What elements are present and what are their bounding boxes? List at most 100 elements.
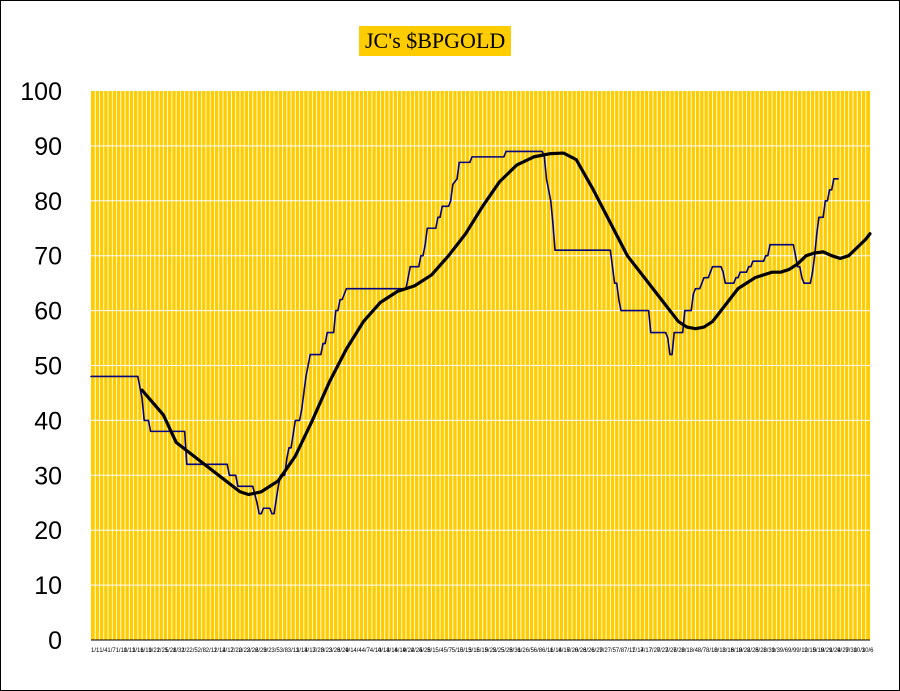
x-tick-label: 10/6 xyxy=(862,648,874,654)
x-tick-label: 4/19 xyxy=(394,648,406,654)
x-tick-label: 2/8 xyxy=(198,648,207,654)
y-tick-label: 60 xyxy=(34,298,62,326)
series-bpgold-line xyxy=(90,150,839,515)
x-tick-label: 1/7 xyxy=(107,648,116,654)
x-tick-label: 1/31 xyxy=(173,648,185,654)
y-tick-label: 20 xyxy=(34,517,62,545)
y-tick-label: 100 xyxy=(20,78,62,106)
x-tick-label: 3/20 xyxy=(312,648,324,654)
x-tick-label: 9/21 xyxy=(821,648,833,654)
y-tick-label: 80 xyxy=(34,188,62,216)
x-tick-label: 2/5 xyxy=(189,648,198,654)
x-tick-label: 10/3 xyxy=(854,648,866,654)
x-tick-label: 7/23 xyxy=(657,648,669,654)
x-tick-label: 3/23 xyxy=(321,648,333,654)
x-tick-label: 5/1 xyxy=(427,648,436,654)
x-tick-label: 8/19 xyxy=(731,648,743,654)
x-tick-label: 6/29 xyxy=(591,648,603,654)
x-tick-label: 4/13 xyxy=(378,648,390,654)
x-tick-label: 1/1 xyxy=(91,648,100,654)
x-tick-label: 1/13 xyxy=(124,648,136,654)
x-tick-label: 3/17 xyxy=(304,648,316,654)
x-tick-label: 4/1 xyxy=(345,648,354,654)
x-tick-label: 8/7 xyxy=(698,648,707,654)
x-tick-label: 1/4 xyxy=(99,648,108,654)
x-tick-label: 2/20 xyxy=(230,648,242,654)
x-tick-label: 5/31 xyxy=(509,648,521,654)
x-tick-label: 6/23 xyxy=(575,648,587,654)
x-tick-label: 5/10 xyxy=(452,648,464,654)
x-tick-label: 9/9 xyxy=(788,648,797,654)
x-tick-label: 5/4 xyxy=(435,648,444,654)
x-tick-label: 8/22 xyxy=(739,648,751,654)
y-tick-label: 30 xyxy=(34,462,62,490)
x-tick-label: 1/10 xyxy=(116,648,128,654)
x-tick-label: 8/4 xyxy=(690,648,699,654)
x-tick-label: 9/3 xyxy=(772,648,781,654)
x-tick-label: 7/29 xyxy=(673,648,685,654)
x-tick-label: 6/11 xyxy=(542,648,554,654)
x-tick-label: 2/17 xyxy=(222,648,234,654)
x-tick-label: 2/26 xyxy=(247,648,259,654)
x-tick-label: 7/5 xyxy=(608,648,617,654)
x-tick-label: 7/17 xyxy=(640,648,652,654)
x-tick-label: 3/8 xyxy=(280,648,289,654)
x-tick-label: 9/18 xyxy=(813,648,825,654)
x-tick-label: 2/11 xyxy=(206,648,218,654)
x-tick-label: 1/16 xyxy=(132,648,144,654)
x-tick-label: 4/4 xyxy=(353,648,362,654)
y-tick-label: 50 xyxy=(34,353,62,381)
x-tick-label: 8/13 xyxy=(714,648,726,654)
x-tick-label: 3/11 xyxy=(288,648,300,654)
x-tick-label: 5/22 xyxy=(485,648,497,654)
x-tick-label: 6/5 xyxy=(526,648,535,654)
x-tick-label: 3/29 xyxy=(337,648,349,654)
x-tick-label: 5/13 xyxy=(460,648,472,654)
x-tick-label: 2/2 xyxy=(181,648,190,654)
x-tick-label: 4/10 xyxy=(370,648,382,654)
x-tick-label: 3/14 xyxy=(296,648,308,654)
series-moving-average-line xyxy=(140,151,872,497)
x-tick-label: 1/22 xyxy=(148,648,160,654)
x-tick-label: 7/14 xyxy=(632,648,644,654)
x-tick-label: 5/16 xyxy=(468,648,480,654)
x-tick-label: 5/25 xyxy=(493,648,505,654)
x-tick-label: 2/14 xyxy=(214,648,226,654)
x-axis: 1/1 1/4 1/7 1/101/131/161/191/221/251/281/3… xyxy=(91,639,874,654)
x-tick-label: 9/24 xyxy=(829,648,841,654)
x-tick-label: 2/29 xyxy=(255,648,267,654)
y-axis: 0 10 20 30 40 50 60 70 80 90 100 xyxy=(20,78,62,655)
series-group xyxy=(90,150,872,515)
x-tick-label: 7/20 xyxy=(649,648,661,654)
x-tick-label: 6/20 xyxy=(567,648,579,654)
x-tick-label: 7/2 xyxy=(599,648,608,654)
x-tick-label: 4/28 xyxy=(419,648,431,654)
x-tick-label: 8/10 xyxy=(706,648,718,654)
x-tick-label: 1/25 xyxy=(157,648,169,654)
x-tick-label: 3/5 xyxy=(271,648,280,654)
x-tick-label: 6/26 xyxy=(583,648,595,654)
x-tick-label: 6/17 xyxy=(558,648,570,654)
x-tick-label: 2/23 xyxy=(239,648,251,654)
x-tick-label: 4/25 xyxy=(411,648,423,654)
x-tick-label: 8/25 xyxy=(747,648,759,654)
x-tick-label: 3/26 xyxy=(329,648,341,654)
x-tick-label: 6/14 xyxy=(550,648,562,654)
x-tick-label: 4/22 xyxy=(403,648,415,654)
x-tick-label: 9/27 xyxy=(837,648,849,654)
x-tick-label: 9/6 xyxy=(780,648,789,654)
y-tick-label: 0 xyxy=(48,627,62,655)
x-tick-label: 8/31 xyxy=(763,648,775,654)
x-tick-label: 9/30 xyxy=(845,648,857,654)
y-tick-label: 70 xyxy=(34,243,62,271)
x-tick-label: 4/16 xyxy=(386,648,398,654)
x-tick-label: 9/15 xyxy=(804,648,816,654)
x-tick-label: 5/7 xyxy=(444,648,453,654)
x-tick-label: 7/26 xyxy=(665,648,677,654)
x-tick-label: 1/28 xyxy=(165,648,177,654)
y-tick-label: 90 xyxy=(34,133,62,161)
x-tick-label: 1/19 xyxy=(140,648,152,654)
chart-title: JC's $BPGOLD xyxy=(359,26,512,56)
x-tick-label: 8/1 xyxy=(681,648,690,654)
